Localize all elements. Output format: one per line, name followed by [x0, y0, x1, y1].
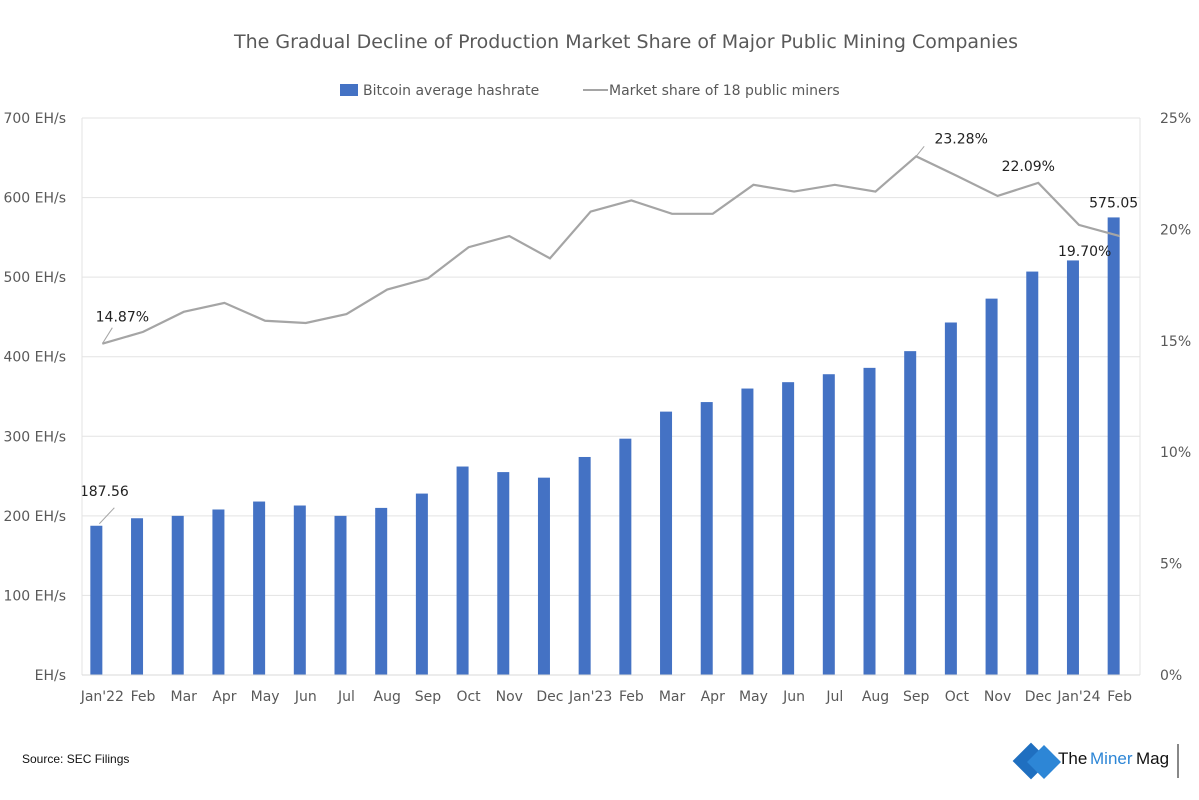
- y-left-tick-label: EH/s: [35, 668, 66, 684]
- line-data-label: 22.09%: [1002, 159, 1055, 175]
- line-series: [102, 155, 1120, 345]
- legend-swatch-bar: [340, 84, 358, 96]
- x-tick-label: Jan'22: [80, 689, 124, 705]
- logo: The Miner Mag: [1008, 738, 1188, 788]
- bar: [904, 351, 917, 675]
- x-tick-label: May: [739, 689, 768, 705]
- line-data-label: 23.28%: [934, 131, 987, 147]
- x-tick-label: Feb: [131, 689, 156, 705]
- y-right-tick-label: 25%: [1160, 111, 1191, 127]
- x-tick-label: Dec: [1025, 689, 1052, 705]
- bar: [741, 388, 754, 675]
- x-tick-label: Jun: [294, 689, 317, 705]
- x-tick-label: Sep: [903, 689, 930, 705]
- bar: [293, 505, 306, 675]
- x-tick-label: Mar: [659, 689, 686, 705]
- bar: [985, 298, 998, 675]
- legend: Bitcoin average hashrate Market share of…: [340, 83, 840, 99]
- bar: [456, 466, 469, 675]
- source-note: Source: SEC Filings: [22, 752, 130, 766]
- legend-label-bar: Bitcoin average hashrate: [363, 83, 539, 99]
- leader-line: [98, 507, 115, 525]
- x-tick-label: Feb: [1107, 689, 1132, 705]
- bar: [944, 322, 957, 675]
- y-right-tick-label: 0%: [1160, 668, 1182, 684]
- x-tick-label: Aug: [374, 689, 401, 705]
- x-tick-label: Feb: [619, 689, 644, 705]
- y-left-tick-label: 400 EH/s: [3, 350, 66, 366]
- bar: [171, 515, 184, 675]
- bar: [90, 525, 103, 675]
- bar: [375, 507, 388, 675]
- line-data-label: 14.87%: [96, 310, 149, 326]
- bar: [782, 382, 795, 675]
- bar: [131, 518, 144, 675]
- bar: [863, 367, 876, 675]
- y-left-tick-label: 500 EH/s: [3, 270, 66, 286]
- x-tick-label: May: [251, 689, 280, 705]
- x-tick-label: Sep: [415, 689, 442, 705]
- bar: [253, 501, 266, 675]
- y-right-tick-label: 5%: [1160, 557, 1182, 573]
- x-tick-label: Aug: [862, 689, 889, 705]
- x-tick-label: Jul: [337, 689, 355, 705]
- bar: [619, 438, 632, 675]
- bar: [212, 509, 225, 675]
- svg-text:The: The: [1058, 749, 1087, 768]
- bar: [578, 456, 591, 675]
- chart-title: The Gradual Decline of Production Market…: [233, 31, 1018, 53]
- line-data-label: 19.70%: [1058, 244, 1111, 260]
- x-tick-label: Mar: [171, 689, 198, 705]
- bar: [1107, 217, 1120, 675]
- bar: [537, 477, 550, 675]
- y-left-tick-label: 300 EH/s: [3, 429, 66, 445]
- svg-text:Mag: Mag: [1136, 749, 1169, 768]
- bar: [660, 411, 673, 675]
- bar-data-label: 575.05: [1089, 195, 1138, 211]
- bar: [497, 472, 510, 675]
- x-tick-label: Oct: [945, 689, 970, 705]
- bar: [1066, 260, 1079, 675]
- legend-label-line: Market share of 18 public miners: [609, 83, 840, 99]
- x-tick-label: Dec: [536, 689, 563, 705]
- x-tick-label: Nov: [984, 689, 1011, 705]
- x-tick-label: Apr: [212, 689, 236, 705]
- x-tick-label: Jun: [782, 689, 805, 705]
- leader-line: [101, 327, 113, 344]
- x-tick-label: Jul: [825, 689, 843, 705]
- y-right-tick-label: 15%: [1160, 334, 1191, 350]
- x-tick-label: Apr: [701, 689, 725, 705]
- y-left-tick-label: 600 EH/s: [3, 191, 66, 207]
- leader-line: [915, 146, 925, 157]
- bar: [700, 402, 713, 675]
- x-tick-label: Oct: [456, 689, 481, 705]
- bar-data-label: 187.56: [80, 484, 129, 500]
- y-right-tick-label: 10%: [1160, 445, 1191, 461]
- svg-text:Miner: Miner: [1090, 749, 1133, 768]
- y-left-tick-label: 700 EH/s: [3, 111, 66, 127]
- y-left-tick-label: 200 EH/s: [3, 509, 66, 525]
- y-left-tick-label: 100 EH/s: [3, 588, 66, 604]
- bar: [1026, 271, 1039, 675]
- bar: [822, 374, 835, 675]
- x-tick-label: Nov: [496, 689, 523, 705]
- bar: [415, 493, 428, 675]
- x-tick-label: Jan'24: [1056, 689, 1100, 705]
- y-right-tick-label: 20%: [1160, 222, 1191, 238]
- x-tick-label: Jan'23: [568, 689, 612, 705]
- bar: [334, 515, 347, 675]
